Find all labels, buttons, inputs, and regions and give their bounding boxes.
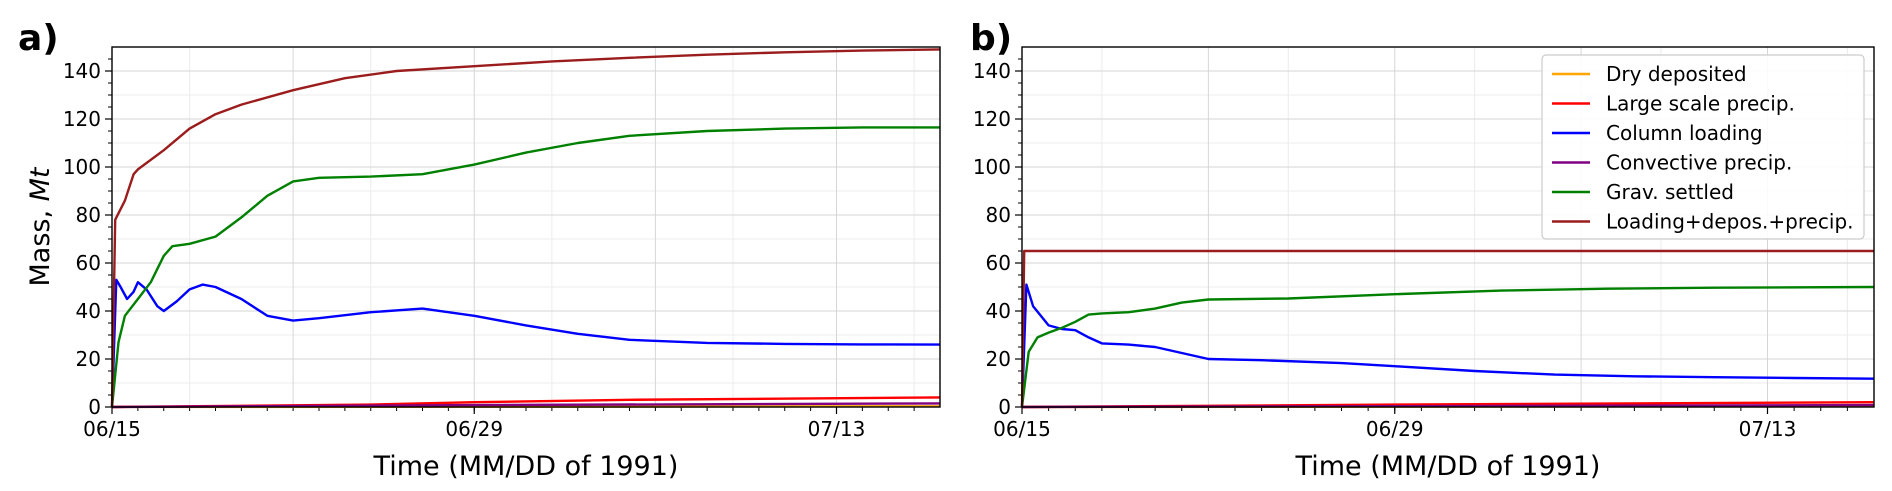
series-line-grav-settled	[110, 126, 940, 408]
panel-label: b)	[970, 18, 1012, 59]
x-tick-label: 06/29	[445, 417, 503, 441]
x-axis-title: Time (MM/DD of 1991)	[1295, 451, 1601, 482]
y-tick-label: 0	[998, 395, 1011, 419]
series-line-grav-settled	[1020, 285, 1875, 408]
y-tick-label: 60	[76, 251, 101, 275]
y-tick-label: 60	[986, 251, 1011, 275]
y-tick-label: 0	[88, 395, 101, 419]
x-tick-label: 06/15	[993, 417, 1051, 441]
chart-panel-b: 0 20 40 60 80 100 120 140 06/15 06/29 07/13 Time (M…	[970, 18, 1875, 482]
y-tick-label: 100	[63, 155, 101, 179]
x-tick-label: 06/15	[83, 417, 141, 441]
y-axis-title-text: Mass,	[25, 201, 56, 286]
y-tick-label: 100	[973, 155, 1011, 179]
y-axis-title: Mass, Mt	[25, 166, 56, 286]
y-tick-label: 80	[76, 203, 101, 227]
legend-label: Convective precip.	[1606, 151, 1792, 175]
y-tick-label: 80	[986, 203, 1011, 227]
y-tick-label: 40	[76, 299, 101, 323]
y-tick-label: 20	[76, 347, 101, 371]
y-tick-label: 120	[63, 107, 101, 131]
y-tick-label: 20	[986, 347, 1011, 371]
y-tick-label: 140	[973, 59, 1011, 83]
x-tick-label: 06/29	[1366, 417, 1424, 441]
x-axis-title: Time (MM/DD of 1991)	[373, 451, 679, 482]
legend-label: Grav. settled	[1606, 180, 1734, 204]
legend-label: Dry deposited	[1606, 62, 1747, 86]
y-tick-label: 40	[986, 299, 1011, 323]
y-tick-label: 140	[63, 59, 101, 83]
legend-box	[1541, 54, 1865, 240]
series-line-column-loading	[110, 278, 941, 408]
panel-label: a)	[18, 18, 59, 59]
series-line-loading-depos-precip	[110, 48, 941, 408]
plot-frame	[1021, 46, 1875, 408]
legend-label: Column loading	[1606, 121, 1763, 145]
series-line-column-loading	[1020, 283, 1875, 408]
series-line-loading-depos-precip	[1020, 249, 1874, 408]
legend-label: Large scale precip.	[1606, 92, 1795, 116]
x-tick-label: 07/13	[1739, 417, 1797, 441]
plot-frame	[111, 46, 941, 408]
x-tick-label: 07/13	[808, 417, 866, 441]
y-tick-label: 120	[973, 107, 1011, 131]
y-axis-unit: Mt	[25, 166, 56, 201]
legend-label: Loading+depos.+precip.	[1606, 210, 1854, 234]
chart-panel-a: 0 20 40 60 80 100 120 140 06/15 06/29 07/13 Time (M…	[18, 18, 941, 482]
